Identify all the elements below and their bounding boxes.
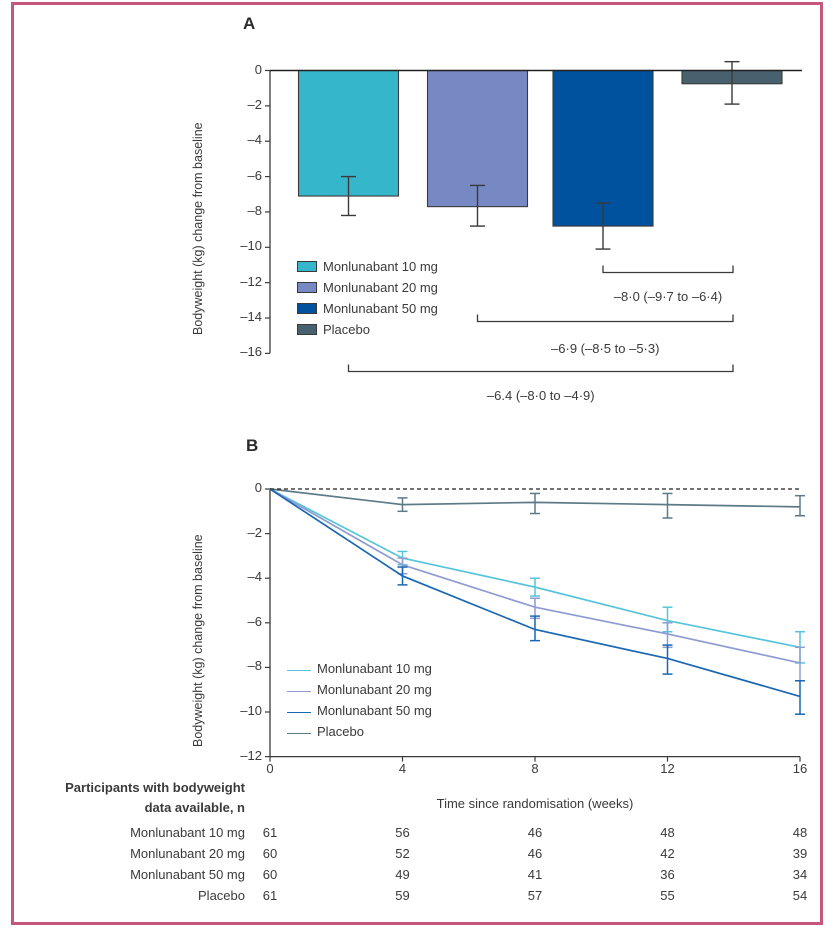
- comparison-label-2: –6.4 (–8·0 to –4·9): [486, 388, 595, 403]
- panel-b-y-tick-label: –10: [240, 703, 262, 718]
- legend-a-swatch-monlunabant-20-mg: [297, 282, 317, 293]
- panel-b-y-axis-title: Bodyweight (kg) change from baseline: [191, 534, 205, 747]
- panel-a-y-tick-label: –8: [247, 202, 262, 218]
- panel-a-y-tick-label: –14: [240, 309, 262, 325]
- legend-a-swatch-monlunabant-10-mg: [297, 261, 317, 272]
- table-value-placebo-wk0: 61: [262, 888, 278, 903]
- table-value-placebo-wk16: 54: [792, 888, 808, 903]
- table-value-monlunabant-10-mg-wk8: 46: [527, 825, 543, 840]
- legend-a-label-monlunabant-10-mg: Monlunabant 10 mg: [323, 259, 438, 274]
- comparison-label-0: –8·0 (–9·7 to –6·4): [613, 289, 723, 304]
- legend-b-label-monlunabant-20-mg: Monlunabant 20 mg: [317, 682, 432, 697]
- table-value-placebo-wk12: 55: [660, 888, 675, 903]
- panel-b-y-tick-label: –4: [247, 569, 262, 585]
- legend-b-line-monlunabant-50-mg: [287, 712, 311, 713]
- participants-table-title-line2: data available, n: [144, 800, 245, 815]
- table-value-monlunabant-50-mg-wk12: 36: [660, 867, 675, 882]
- panel-b-y-tick-label: 0: [254, 480, 262, 495]
- panel-a-y-axis-title: Bodyweight (kg) change from baseline: [191, 122, 205, 335]
- legend-a-label-monlunabant-50-mg: Monlunabant 50 mg: [323, 301, 438, 316]
- table-row-label-monlunabant-50-mg: Monlunabant 50 mg: [130, 867, 245, 882]
- table-value-monlunabant-10-mg-wk0: 61: [262, 825, 278, 840]
- bar-monlunabant-10-mg: [297, 69, 400, 197]
- table-value-monlunabant-20-mg-wk0: 60: [262, 846, 278, 861]
- table-value-monlunabant-50-mg-wk8: 41: [527, 867, 543, 882]
- panel-a-y-tick-label: –4: [247, 132, 262, 148]
- panel-b-x-tick-label: 16: [792, 761, 808, 776]
- panel-b-y-tick-label: –12: [240, 747, 262, 763]
- table-row-label-monlunabant-10-mg: Monlunabant 10 mg: [130, 825, 245, 840]
- panel-a-y-tick-label: 0: [254, 61, 262, 77]
- legend-b-line-monlunabant-10-mg: [287, 670, 311, 671]
- table-value-placebo-wk4: 59: [395, 888, 410, 903]
- legend-a-swatch-placebo: [297, 324, 317, 335]
- table-row-label-placebo: Placebo: [198, 888, 245, 903]
- panel-b-x-axis-title: Time since randomisation (weeks): [436, 796, 634, 811]
- legend-b-line-placebo: [287, 733, 311, 734]
- table-value-monlunabant-10-mg-wk12: 48: [660, 825, 675, 840]
- table-value-monlunabant-20-mg-wk8: 46: [527, 846, 543, 861]
- legend-b-line-monlunabant-20-mg: [287, 691, 311, 692]
- panel-b-x-tick-label: 8: [531, 761, 539, 776]
- comparison-bracket-1: [476, 314, 734, 323]
- panel-b-x-tick-label: 0: [266, 761, 274, 776]
- table-value-placebo-wk8: 57: [527, 888, 543, 903]
- table-value-monlunabant-10-mg-wk4: 56: [395, 825, 410, 840]
- panel-b-y-tick-label: –8: [247, 658, 262, 674]
- comparison-bracket-0: [602, 265, 734, 274]
- comparison-bracket-2: [347, 364, 734, 373]
- legend-b-label-monlunabant-50-mg: Monlunabant 50 mg: [317, 703, 432, 718]
- figure-border: [11, 2, 823, 925]
- table-value-monlunabant-20-mg-wk16: 39: [792, 846, 808, 861]
- panel-a-y-tick-label: –6: [247, 167, 262, 183]
- panel-b-x-tick-label: 4: [398, 761, 407, 776]
- participants-table-title-line1: Participants with bodyweight: [65, 780, 245, 795]
- panel-a-y-tick-label: –16: [240, 344, 262, 360]
- panel-b-label: B: [246, 436, 259, 455]
- legend-a-swatch-monlunabant-50-mg: [297, 303, 317, 314]
- panel-b-y-tick-label: –2: [247, 524, 262, 540]
- comparison-label-1: –6·9 (–8·5 to –5·3): [551, 341, 660, 356]
- panel-a-label: A: [243, 14, 256, 33]
- table-value-monlunabant-50-mg-wk0: 60: [262, 867, 278, 882]
- table-value-monlunabant-50-mg-wk4: 49: [395, 867, 410, 882]
- legend-a-label-placebo: Placebo: [323, 322, 370, 337]
- table-value-monlunabant-20-mg-wk12: 42: [660, 846, 675, 861]
- legend-b-label-placebo: Placebo: [317, 724, 364, 739]
- table-value-monlunabant-50-mg-wk16: 34: [792, 867, 808, 882]
- panel-a-y-tick-label: –10: [240, 238, 262, 254]
- panel-a-y-tick-label: –12: [240, 273, 262, 289]
- table-row-label-monlunabant-20-mg: Monlunabant 20 mg: [130, 846, 245, 861]
- panel-b-x-tick-label: 12: [660, 761, 675, 776]
- table-value-monlunabant-20-mg-wk4: 52: [395, 846, 410, 861]
- legend-b-label-monlunabant-10-mg: Monlunabant 10 mg: [317, 661, 432, 676]
- panel-a-y-tick-label: –2: [247, 96, 262, 112]
- legend-a-label-monlunabant-20-mg: Monlunabant 20 mg: [323, 280, 438, 295]
- table-value-monlunabant-10-mg-wk16: 48: [792, 825, 808, 840]
- panel-b-y-tick-label: –6: [247, 613, 262, 629]
